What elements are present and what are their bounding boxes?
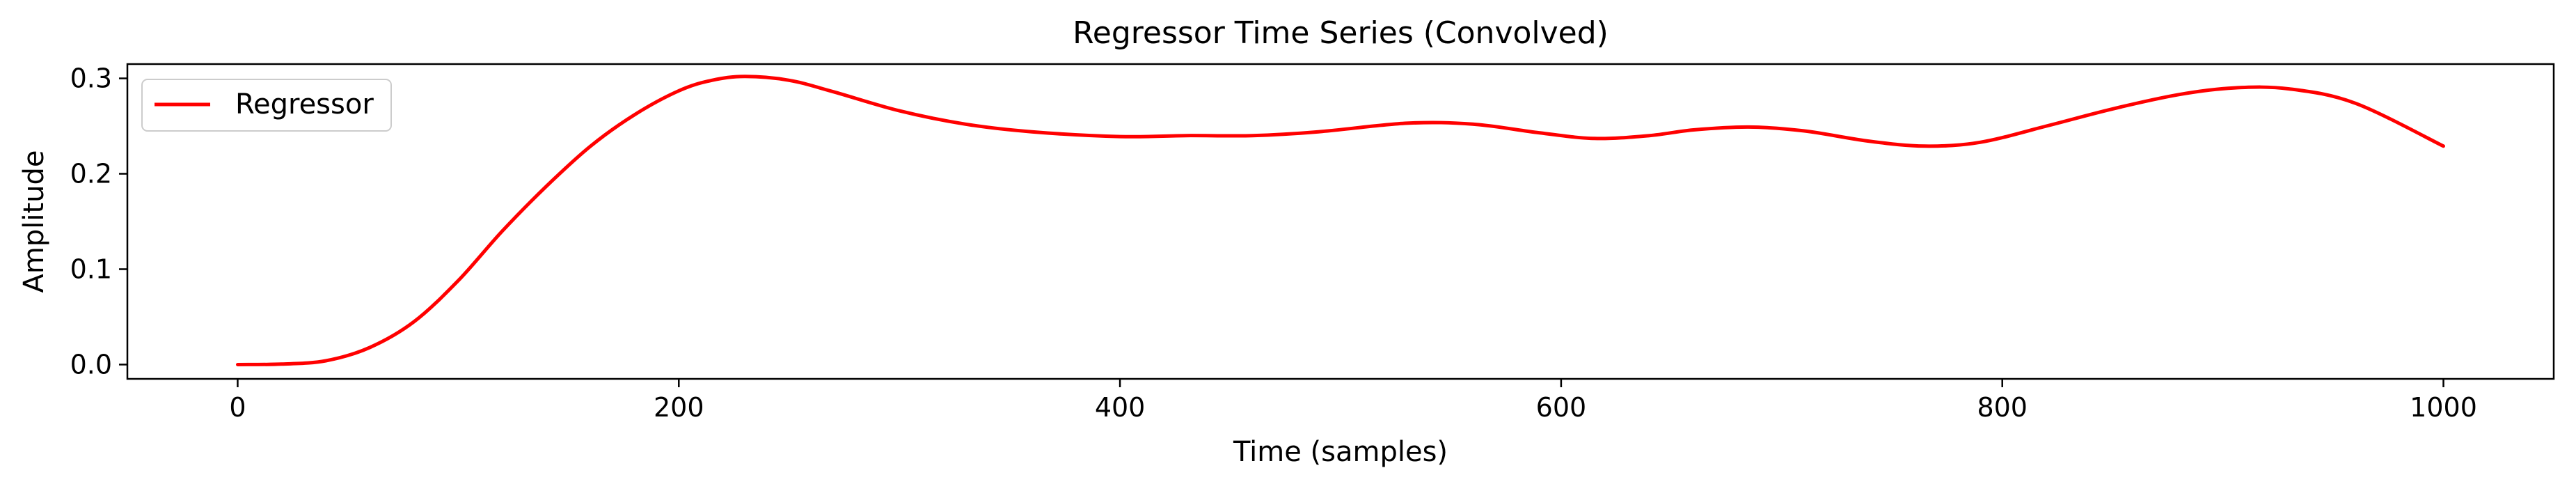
- plot-frame: [126, 63, 2555, 380]
- series-line-regressor: [236, 75, 2445, 366]
- x-tick-label: 600: [1536, 392, 1587, 423]
- y-tick-label: 0.1: [70, 254, 112, 284]
- plot-area: [126, 63, 2555, 380]
- x-tick-label: 400: [1095, 392, 1146, 423]
- legend-label: Regressor: [235, 88, 374, 120]
- y-tick-label: 0.2: [70, 159, 112, 189]
- x-tick-label: 1000: [2410, 392, 2477, 423]
- x-tick-label: 200: [654, 392, 704, 423]
- y-tick-label: 0.0: [70, 349, 112, 380]
- legend-box: [141, 79, 392, 132]
- x-axis-ticks: 0 200 400 600 800 1000: [229, 379, 2477, 423]
- y-tick-label: 0.3: [70, 63, 112, 94]
- x-tick-label: 0: [229, 392, 246, 423]
- y-axis-label: Amplitude: [18, 150, 50, 293]
- chart-title: Regressor Time Series (Convolved): [1073, 15, 1609, 51]
- y-axis-ticks: 0.0 0.1 0.2 0.3: [70, 63, 127, 380]
- legend: Regressor: [141, 79, 392, 132]
- x-axis-label: Time (samples): [1233, 436, 1448, 468]
- x-tick-label: 800: [1977, 392, 2028, 423]
